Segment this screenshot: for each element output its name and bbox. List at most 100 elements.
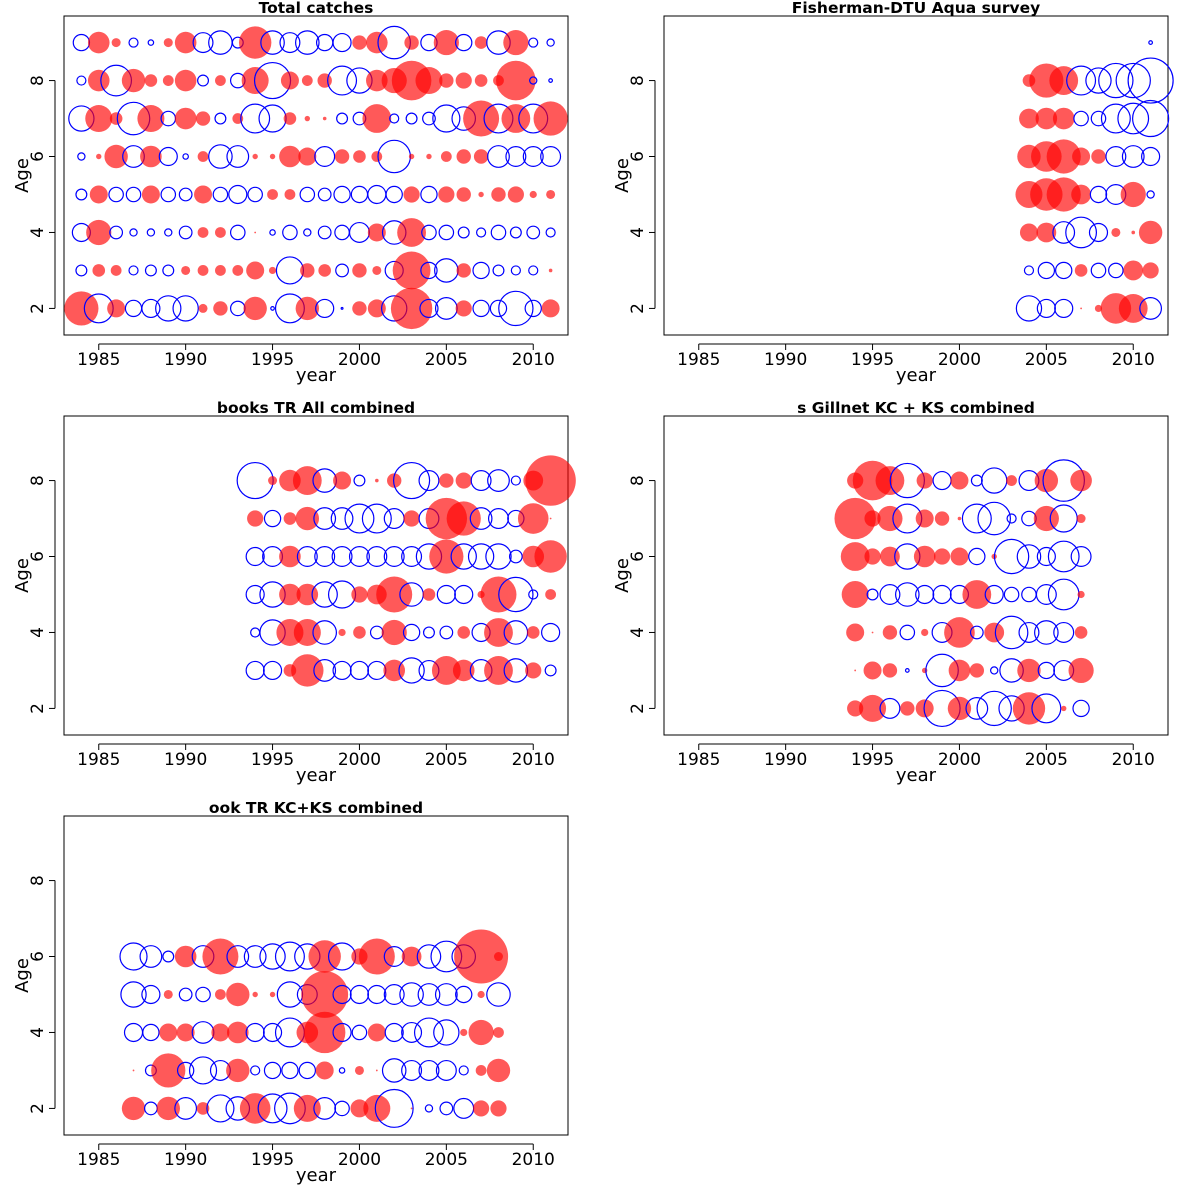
negative-residual-bubble — [351, 1024, 368, 1041]
positive-residual-bubble — [915, 509, 934, 528]
negative-residual-bubble — [250, 1065, 261, 1076]
x-axis-label: year — [296, 1165, 337, 1186]
positive-residual-bubble — [1034, 468, 1059, 493]
positive-residual-bubble — [140, 145, 162, 168]
positive-residual-bubble — [176, 1023, 195, 1042]
positive-residual-bubble — [241, 67, 269, 95]
negative-residual-bubble — [332, 984, 352, 1005]
positive-residual-bubble — [269, 991, 276, 998]
x-tick-label: 2000 — [938, 350, 981, 370]
negative-residual-bubble — [313, 1097, 337, 1120]
positive-residual-bubble — [401, 946, 422, 967]
panel-5: ook TR KC+KS combined 1985 1990 1995 2000 200… — [12, 799, 569, 1186]
x-tick-label: 1985 — [77, 1150, 120, 1170]
negative-residual-bubble — [420, 261, 438, 280]
negative-residual-bubble — [108, 186, 124, 203]
negative-residual-bubble — [932, 470, 952, 491]
negative-residual-bubble — [281, 1061, 299, 1080]
positive-residual-bubble — [1006, 475, 1017, 486]
plot-frame — [663, 15, 1169, 336]
positive-residual-bubble — [156, 1096, 180, 1121]
x-tick-label: 2010 — [512, 350, 555, 370]
y-tick-label: 6 — [28, 151, 48, 162]
positive-residual-bubble — [292, 466, 322, 495]
negative-residual-bubble — [236, 461, 274, 500]
x-tick-label: 1995 — [251, 1150, 294, 1170]
x-tick-label: 2010 — [1112, 350, 1155, 370]
negative-residual-bubble — [485, 543, 512, 570]
negative-residual-bubble — [984, 584, 1004, 605]
negative-residual-bubble — [276, 981, 304, 1008]
positive-residual-bubble — [366, 69, 388, 92]
negative-residual-bubble — [243, 945, 267, 968]
negative-residual-bubble — [467, 543, 495, 570]
negative-residual-bubble — [178, 225, 193, 240]
negative-residual-bubble — [526, 225, 541, 240]
positive-residual-bubble — [871, 631, 874, 634]
negative-residual-bubble — [206, 1094, 235, 1123]
negative-residual-bubble — [487, 508, 509, 530]
positive-residual-bubble — [1091, 149, 1106, 164]
plot-frame — [63, 15, 569, 336]
positive-residual-bubble — [334, 149, 350, 164]
negative-residual-bubble — [453, 1097, 475, 1119]
negative-residual-bubble — [260, 30, 285, 55]
positive-residual-bubble — [215, 265, 226, 276]
negative-residual-bubble — [155, 295, 182, 322]
positive-residual-bubble — [96, 153, 102, 160]
x-tick-label: 1995 — [251, 750, 294, 770]
negative-residual-bubble — [263, 1061, 282, 1080]
negative-residual-bubble — [176, 1061, 195, 1080]
negative-residual-bubble — [1018, 621, 1040, 643]
positive-residual-bubble — [864, 510, 881, 527]
negative-residual-bubble — [438, 224, 455, 241]
negative-residual-bubble — [182, 153, 189, 160]
x-tick-label: 1990 — [164, 1150, 207, 1170]
x-tick-label: 2000 — [338, 1150, 381, 1170]
bubbles — [119, 929, 511, 1128]
x-tick-label: 1985 — [77, 350, 120, 370]
positive-residual-bubble — [213, 301, 228, 316]
positive-residual-bubble — [215, 75, 226, 86]
positive-residual-bubble — [202, 938, 239, 975]
y-tick-label: 4 — [28, 1027, 48, 1038]
positive-residual-bubble — [121, 68, 146, 93]
y-axis: 2 4 6 8 — [28, 475, 56, 714]
plot-frame — [63, 815, 569, 1136]
negative-residual-bubble — [528, 589, 539, 600]
positive-residual-bubble — [87, 69, 110, 92]
positive-residual-bubble — [545, 589, 557, 600]
negative-residual-bubble — [366, 546, 388, 568]
negative-residual-bubble — [178, 187, 193, 202]
positive-residual-bubble — [141, 185, 160, 204]
positive-residual-bubble — [350, 1099, 369, 1118]
positive-residual-bubble — [950, 471, 969, 490]
negative-residual-bubble — [1132, 99, 1170, 138]
negative-residual-bubble — [915, 584, 935, 605]
negative-residual-bubble — [188, 1056, 218, 1085]
negative-residual-bubble — [336, 112, 349, 125]
negative-residual-bubble — [295, 30, 320, 55]
positive-residual-bubble — [915, 699, 934, 718]
positive-residual-bubble — [422, 588, 436, 601]
negative-residual-bubble — [383, 983, 405, 1005]
positive-residual-bubble — [525, 455, 576, 506]
negative-residual-bubble — [1066, 65, 1097, 96]
positive-residual-bubble — [366, 31, 388, 54]
negative-residual-bubble — [498, 576, 534, 613]
positive-residual-bubble — [358, 938, 395, 975]
positive-residual-bubble — [1019, 108, 1039, 129]
x-tick-label: 2005 — [425, 350, 468, 370]
positive-residual-bubble — [456, 149, 471, 164]
negative-residual-bubble — [402, 623, 421, 642]
positive-residual-bubble — [496, 60, 536, 101]
positive-residual-bubble — [1074, 264, 1088, 277]
negative-residual-bubble — [317, 225, 332, 240]
negative-residual-bubble — [419, 298, 439, 319]
positive-residual-bubble — [86, 219, 112, 246]
y-tick-label: 4 — [28, 227, 48, 238]
positive-residual-bubble — [477, 990, 485, 999]
positive-residual-bubble — [215, 227, 226, 238]
positive-residual-bubble — [132, 1069, 135, 1072]
positive-residual-bubble — [197, 151, 209, 162]
